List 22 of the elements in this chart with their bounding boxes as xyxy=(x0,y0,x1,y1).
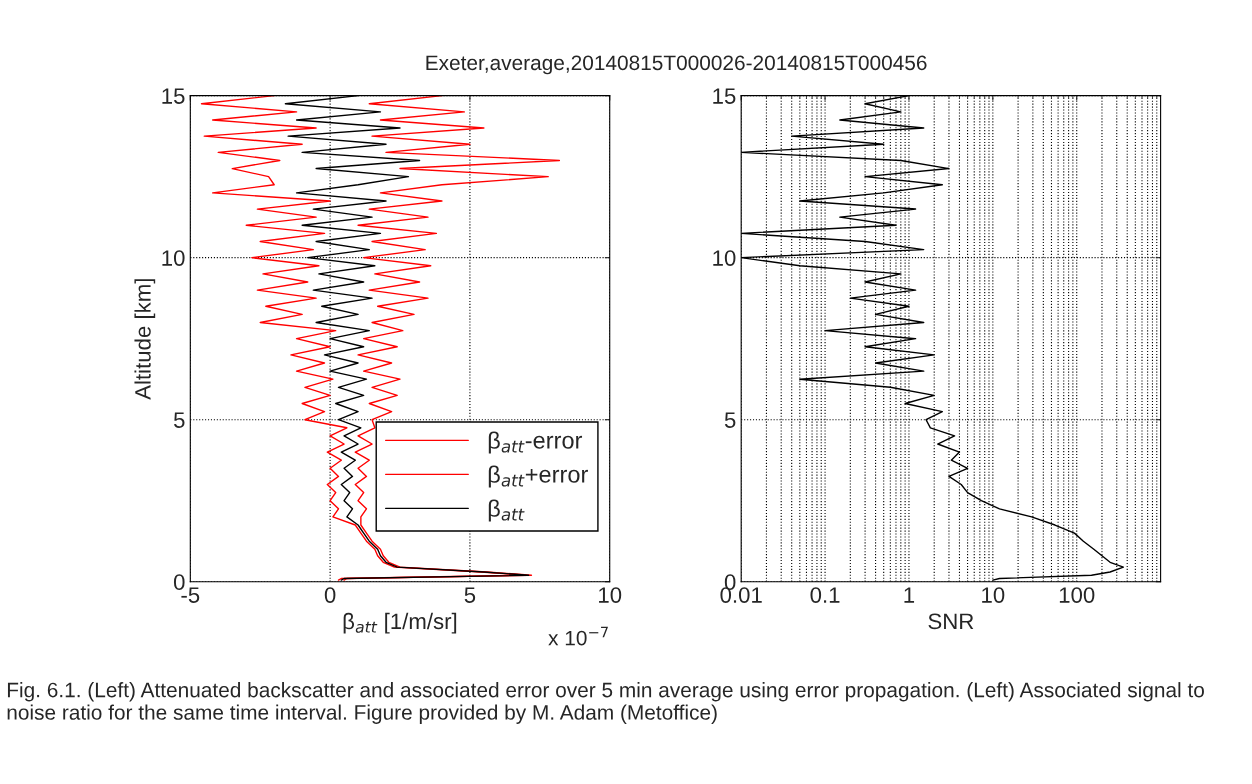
x-axis-title: β$_{att}$ [1/m/sr] xyxy=(343,612,457,634)
x-tick-label: 100 xyxy=(1059,587,1095,603)
y-tick-label: 5 xyxy=(724,412,736,428)
x-tick-label: 1 xyxy=(904,587,915,603)
y-tick-label: 10 xyxy=(162,250,185,266)
y-tick-label: 15 xyxy=(162,88,185,104)
text: x 10$^{−7}$ xyxy=(548,626,608,646)
y-tick-label: 15 xyxy=(713,88,736,104)
x-axis-title: SNR xyxy=(928,613,974,630)
caption: Fig. 6.1. (Left) Attenuated backscatter and associated error over 5 min average using error propagation. (Left) Associated signal to noise ratio for the same time interval. Figure provided by M. Adam (Metoffice) xyxy=(7,682,1204,724)
x-tick-label: 0.1 xyxy=(810,587,840,603)
y-tick-label: 10 xyxy=(713,250,736,266)
legend-label: β$_{att}$ xyxy=(488,499,525,522)
legend-label: β$_{att}$-error xyxy=(488,431,583,454)
x-tick-label: 5 xyxy=(464,587,476,603)
y-tick-label: 5 xyxy=(173,412,185,428)
text: Exeter,average,20140815T000026-20140815T000456 xyxy=(426,55,927,75)
x-tick-label: 10 xyxy=(599,587,622,603)
y-axis-title: Altitude [km] xyxy=(134,279,156,400)
x-tick-label: 10 xyxy=(982,587,1005,603)
x-tick-label: 0 xyxy=(324,587,336,603)
legend-label: β$_{att}$+error xyxy=(488,465,588,488)
